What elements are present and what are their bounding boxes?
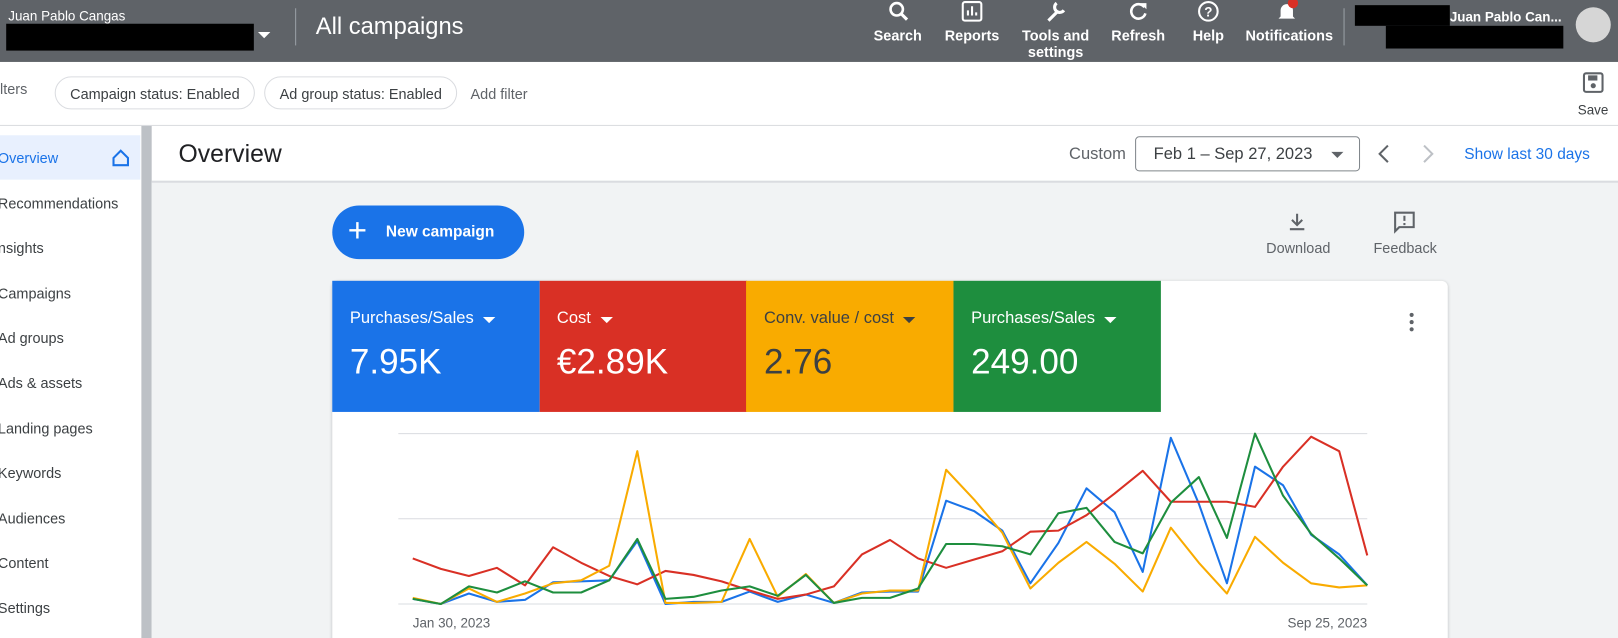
- metric-card[interactable]: Purchases/Sales 249.00: [953, 280, 1161, 412]
- nav-item[interactable]: Recommendations: [0, 194, 119, 212]
- redacted: [6, 23, 254, 51]
- action-label: Notifications: [1245, 26, 1333, 44]
- dropdown-icon: [1331, 151, 1344, 158]
- overview-title: Overview: [178, 140, 282, 169]
- new-campaign-button[interactable]: + New campaign: [332, 205, 525, 260]
- metric-card[interactable]: Purchases/Sales 7.95K: [332, 280, 540, 412]
- date-picker[interactable]: Feb 1 – Sep 27, 2023: [1135, 136, 1361, 172]
- dropdown-icon: [482, 316, 496, 324]
- filters-label: lters: [0, 80, 28, 98]
- header-action[interactable]: Reports: [931, 0, 1014, 43]
- prev-button[interactable]: [1376, 144, 1393, 165]
- action-icon: ?: [1198, 1, 1219, 22]
- header: Juan Pablo Cangas All campaigns Search Re…: [0, 0, 1618, 62]
- action-label: Refresh: [1111, 26, 1166, 44]
- add-filter[interactable]: Add filter: [470, 85, 528, 103]
- series-line: [412, 450, 1368, 605]
- redacted: [1354, 5, 1450, 26]
- header-action[interactable]: Refresh: [1097, 0, 1180, 43]
- feedback-icon[interactable]: [1392, 210, 1417, 235]
- series-line: [412, 432, 1368, 605]
- action-icon: [1047, 1, 1066, 22]
- series-line: [412, 436, 1369, 605]
- divider: [0, 124, 1618, 126]
- svg-text:?: ?: [1204, 5, 1212, 20]
- next-button[interactable]: [1420, 144, 1437, 165]
- action-icon: [961, 1, 983, 22]
- account-name[interactable]: Juan Pablo Cangas: [8, 8, 126, 24]
- metric-card[interactable]: Conv. value / cost 2.76: [746, 280, 954, 412]
- metric-name: Purchases/Sales: [349, 309, 474, 328]
- metric-card[interactable]: Cost €2.89K: [539, 280, 747, 412]
- action-icon: [1278, 0, 1299, 20]
- action-label: Reports: [944, 26, 1000, 44]
- download-label[interactable]: Download: [1266, 239, 1331, 257]
- dropdown-icon: [600, 316, 613, 324]
- download-icon[interactable]: [1286, 211, 1309, 234]
- action-label: Search: [873, 26, 922, 44]
- metric-value: 249.00: [971, 342, 1079, 382]
- nav-item[interactable]: Keywords: [0, 464, 62, 482]
- redacted: [1385, 25, 1564, 49]
- metric-value: 7.95K: [349, 342, 442, 382]
- nav-item[interactable]: Audiences: [0, 509, 66, 527]
- x-tick-label: Sep 25, 2023: [1288, 616, 1368, 631]
- metric-value: 2.76: [764, 342, 833, 382]
- home-icon: [112, 149, 129, 167]
- nav-item[interactable]: Ads & assets: [0, 374, 83, 392]
- action-icon: [1130, 2, 1147, 20]
- dropdown-icon: [1104, 316, 1117, 324]
- more-icon[interactable]: [1408, 311, 1416, 334]
- header-action[interactable]: ? Help: [1167, 0, 1250, 43]
- nav-item[interactable]: Landing pages: [0, 419, 93, 437]
- divider: [151, 180, 1618, 183]
- nav-item[interactable]: nsights: [0, 239, 44, 257]
- metric-name: Cost: [556, 309, 591, 328]
- metric-name: Purchases/Sales: [971, 309, 1096, 328]
- metric-value: €2.89K: [556, 342, 669, 382]
- series-line: [412, 435, 1369, 600]
- header-action[interactable]: Notifications: [1245, 0, 1333, 44]
- filter-chip[interactable]: Ad group status: Enabled: [264, 76, 458, 110]
- plus-icon: +: [347, 211, 368, 249]
- date-range: Feb 1 – Sep 27, 2023: [1153, 145, 1313, 164]
- header-action[interactable]: Tools and settings: [1014, 0, 1097, 60]
- x-tick-label: Jan 30, 2023: [413, 616, 491, 631]
- dropdown-icon: [903, 316, 916, 324]
- metric-name: Conv. value / cost: [764, 309, 895, 328]
- nav-selected: [0, 135, 141, 180]
- avatar[interactable]: [1575, 7, 1611, 43]
- nav-item[interactable]: Overview: [0, 149, 59, 167]
- divider: [1343, 8, 1345, 46]
- feedback-label[interactable]: Feedback: [1373, 239, 1437, 257]
- show-last-link[interactable]: Show last 30 days: [1464, 145, 1590, 164]
- save-icon[interactable]: [1582, 71, 1605, 94]
- chart: Jan 30, 2023 Sep 25, 2023: [398, 432, 1369, 631]
- page-title: All campaigns: [315, 12, 464, 40]
- scrollbar: [141, 125, 152, 638]
- nav-item[interactable]: Ad groups: [0, 329, 64, 347]
- action-label: Tools and settings: [1022, 26, 1090, 60]
- filter-chip[interactable]: Campaign status: Enabled: [54, 76, 256, 110]
- nav-item[interactable]: Campaigns: [0, 284, 72, 302]
- save-label[interactable]: Save: [1577, 102, 1609, 118]
- user-name[interactable]: Juan Pablo Can...: [1449, 9, 1562, 25]
- nav-item[interactable]: Settings: [0, 599, 51, 617]
- divider: [295, 8, 297, 46]
- date-label: Custom: [1069, 145, 1126, 164]
- button-label: New campaign: [385, 222, 495, 241]
- header-action[interactable]: Search: [856, 0, 939, 43]
- nav-item[interactable]: Content: [0, 554, 49, 572]
- action-icon: [889, 1, 909, 21]
- dropdown-icon[interactable]: [257, 31, 271, 39]
- action-label: Help: [1192, 26, 1225, 44]
